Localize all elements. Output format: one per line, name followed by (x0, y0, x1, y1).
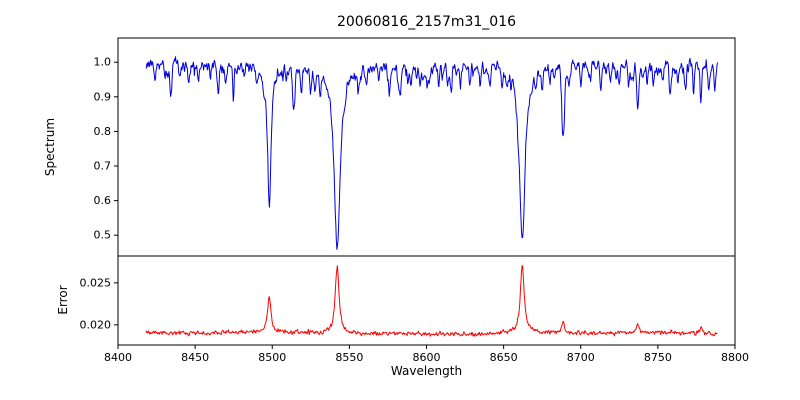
error-y-tick-label: 0.020 (80, 318, 112, 331)
spectrum-y-tick-label: 1.0 (94, 56, 112, 69)
x-tick-label: 8400 (104, 351, 132, 364)
x-tick-label: 8700 (567, 351, 595, 364)
x-tick-label: 8600 (413, 351, 441, 364)
x-tick-label: 8550 (335, 351, 363, 364)
x-tick-label: 8650 (490, 351, 518, 364)
error-line (145, 265, 718, 337)
x-axis-label: Wavelength (390, 364, 463, 378)
error-y-tick-label: 0.025 (80, 276, 112, 289)
spectrum-y-tick-label: 0.6 (94, 194, 112, 207)
spectrum-y-tick-label: 0.9 (94, 90, 112, 103)
spectrum-y-tick-label: 0.8 (94, 125, 112, 138)
x-tick-label: 8800 (721, 351, 749, 364)
spectrum-panel-border (117, 37, 736, 257)
spectrum-y-tick-label: 0.5 (94, 229, 112, 242)
error-panel-border (117, 255, 736, 346)
spectrum-line (145, 56, 718, 250)
x-tick-label: 8500 (258, 351, 286, 364)
x-tick-label: 8750 (644, 351, 672, 364)
spectrum-y-tick-label: 0.7 (94, 160, 112, 173)
chart-title: 20060816_2157m31_016 (336, 14, 517, 30)
x-tick-label: 8450 (181, 351, 209, 364)
